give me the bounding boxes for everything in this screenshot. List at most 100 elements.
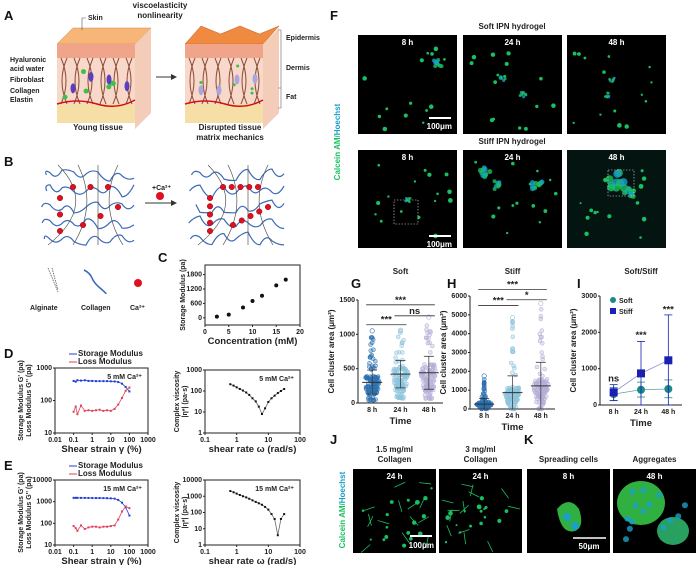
time-label: 48 h [646, 472, 662, 481]
condition-annotation: 15 mM Ca²⁺ [255, 486, 294, 493]
x-tick-label: 24 h [393, 407, 407, 414]
series-line [73, 379, 130, 392]
data-point [94, 380, 97, 383]
layer-label: Fat [286, 94, 297, 101]
data-point [373, 358, 378, 364]
cell [599, 113, 602, 116]
data-point [507, 387, 512, 393]
cell [445, 515, 450, 520]
data-point [538, 314, 544, 319]
fat-layer [185, 104, 263, 123]
hyaluronic-acid-dot [110, 81, 116, 87]
data-point [283, 513, 286, 516]
collagen-fiber [87, 57, 94, 105]
elastin-fiber [184, 99, 264, 107]
data-point [117, 518, 120, 521]
y-tick-label: 600 [190, 300, 202, 307]
collagen-strand [41, 218, 135, 230]
x-tick-label: 0.01 [48, 437, 62, 444]
x-tick-label: 24 h [634, 409, 648, 416]
data-point [399, 396, 404, 401]
cell [483, 508, 486, 511]
panel-letter-J: J [330, 432, 337, 447]
data-point [367, 355, 373, 360]
cell-process [459, 504, 469, 514]
cell [539, 76, 543, 81]
data-point [544, 377, 550, 382]
cell-cluster [613, 76, 616, 80]
chart-title: Soft [393, 267, 409, 276]
cell [379, 219, 383, 223]
data-point [392, 368, 397, 374]
zoom-region-box [393, 199, 419, 225]
cell-process [418, 516, 430, 524]
significance-label: *** [493, 295, 504, 306]
fat-layer [57, 104, 135, 123]
collagen-fiber [215, 57, 222, 105]
data-point [87, 526, 90, 529]
nucleus [626, 525, 633, 532]
data-point [609, 388, 618, 397]
cell-process [398, 500, 403, 513]
cell [423, 542, 426, 545]
data-point [83, 496, 86, 499]
nucleus [629, 488, 636, 495]
caption: Aggregates [632, 455, 677, 464]
x-tick-label: 10 [264, 549, 272, 556]
data-point-max [426, 314, 432, 320]
cell [535, 104, 539, 109]
significance-label: ns [608, 373, 619, 384]
micrograph-collagen-1 [439, 469, 522, 553]
cell [641, 176, 647, 181]
legend-label: Soft [619, 298, 633, 305]
cell [583, 56, 587, 60]
data-point [273, 517, 276, 520]
image-background [567, 150, 666, 248]
data-point [229, 383, 232, 386]
collagen-fiber [228, 57, 235, 105]
cell-cluster [482, 167, 488, 173]
data-point [276, 534, 279, 537]
y-tick-label: 1000 [186, 493, 202, 500]
disrupted-tissue-diagram [184, 25, 280, 129]
series-line [73, 387, 130, 416]
x-tick-label: 10 [107, 549, 115, 556]
cell [469, 524, 473, 528]
cell-cluster [437, 63, 442, 68]
cell-process [487, 540, 494, 553]
data-point [109, 409, 112, 412]
data-point [102, 409, 105, 412]
cell [421, 121, 425, 124]
cell [584, 231, 589, 237]
calcium-bead [57, 194, 64, 201]
cell [417, 531, 423, 537]
data-point [424, 323, 430, 328]
cell-process [441, 499, 454, 504]
cell [607, 55, 611, 58]
y-tick-label: 10 [44, 430, 52, 437]
calcium-bead [247, 212, 254, 219]
elastin-fiber [56, 99, 136, 107]
data-point [72, 410, 75, 413]
legend-label-a: Fibroblast [10, 77, 45, 84]
cell-process [462, 500, 466, 513]
calcium-bead [228, 183, 235, 190]
data-point [113, 407, 116, 410]
x-tick-label: 100 [124, 437, 136, 444]
data-point [245, 391, 248, 394]
data-point [508, 395, 513, 401]
data-point [283, 277, 288, 282]
data-point [392, 380, 397, 386]
cell-cluster [503, 77, 507, 81]
cell-cluster [533, 180, 539, 186]
cell [409, 536, 413, 541]
data-point [260, 293, 264, 298]
fibroblast-cell [234, 74, 240, 85]
fibroblast-cell [216, 85, 222, 96]
scale-bar-label: 100μm [427, 240, 452, 249]
caption-line1: 1.5 mg/ml [376, 445, 413, 454]
collagen-fiber [61, 57, 68, 105]
data-point [102, 525, 105, 528]
